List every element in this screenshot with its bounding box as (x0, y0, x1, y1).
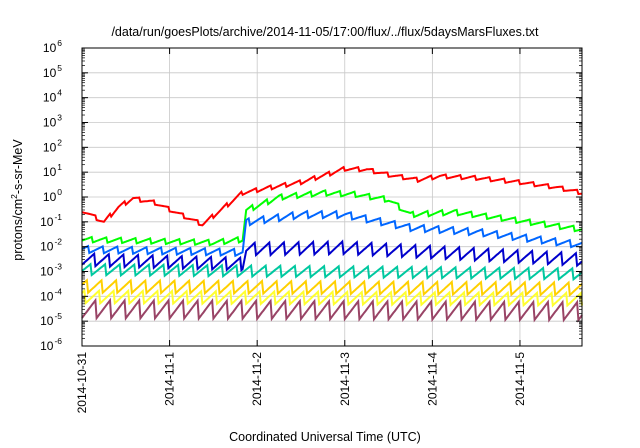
x-tick-label: 2014-11-1 (163, 352, 177, 406)
y-axis-label-rest: -s-sr-MeV (11, 139, 25, 195)
x-tick-label: 2014-11-4 (425, 352, 439, 406)
y-tick-label: 105 (43, 63, 62, 80)
series-line-5 (81, 262, 583, 282)
x-tick-label: 2014-10-31 (75, 352, 89, 414)
y-tick-label: 103 (43, 113, 62, 130)
y-axis-label-exponent: 2 (9, 194, 19, 199)
y-tick-labels: 10-6 10-5 10-4 10-3 10-2 10-1 100 101 102 103 104 1… (40, 38, 62, 353)
y-tick-label: 106 (43, 38, 62, 55)
y-tick-label: 10-2 (40, 237, 62, 254)
x-tick-labels: 2014-10-31 2014-11-1 2014-11-2 2014-11-3 201… (75, 352, 527, 414)
y-tick-label: 10-4 (40, 286, 62, 303)
y-tick-label: 104 (43, 88, 62, 105)
series-line-3 (81, 209, 583, 258)
chart-title: /data/run/goesPlots/archive/2014-11-05/1… (111, 25, 539, 39)
x-tick-label: 2014-11-5 (513, 352, 527, 406)
y-tick-label: 10-3 (40, 262, 62, 279)
series-line-2 (81, 189, 583, 247)
y-tick-label: 100 (43, 187, 62, 204)
y-tick-label: 10-5 (40, 311, 62, 328)
series-line-4 (81, 239, 583, 273)
series-line-8 (81, 297, 583, 323)
series-line-1 (81, 165, 583, 227)
y-axis-label: protons/cm2-s-sr-MeV (9, 139, 25, 261)
x-tick-label: 2014-11-3 (338, 352, 352, 406)
grid-lines (82, 48, 582, 346)
tick-marks (81, 47, 582, 347)
y-tick-label: 102 (43, 137, 62, 154)
x-axis-label: Coordinated Universal Time (UTC) (229, 430, 421, 444)
series-line-6 (81, 278, 583, 298)
y-axis-label-main: protons/cm (11, 199, 25, 261)
series-line-7 (81, 288, 583, 308)
x-tick-label: 2014-11-2 (250, 352, 264, 406)
y-tick-label: 10-6 (40, 336, 62, 353)
series-layer (81, 165, 583, 323)
y-tick-label: 10-1 (40, 212, 62, 229)
y-tick-label: 101 (43, 162, 62, 179)
